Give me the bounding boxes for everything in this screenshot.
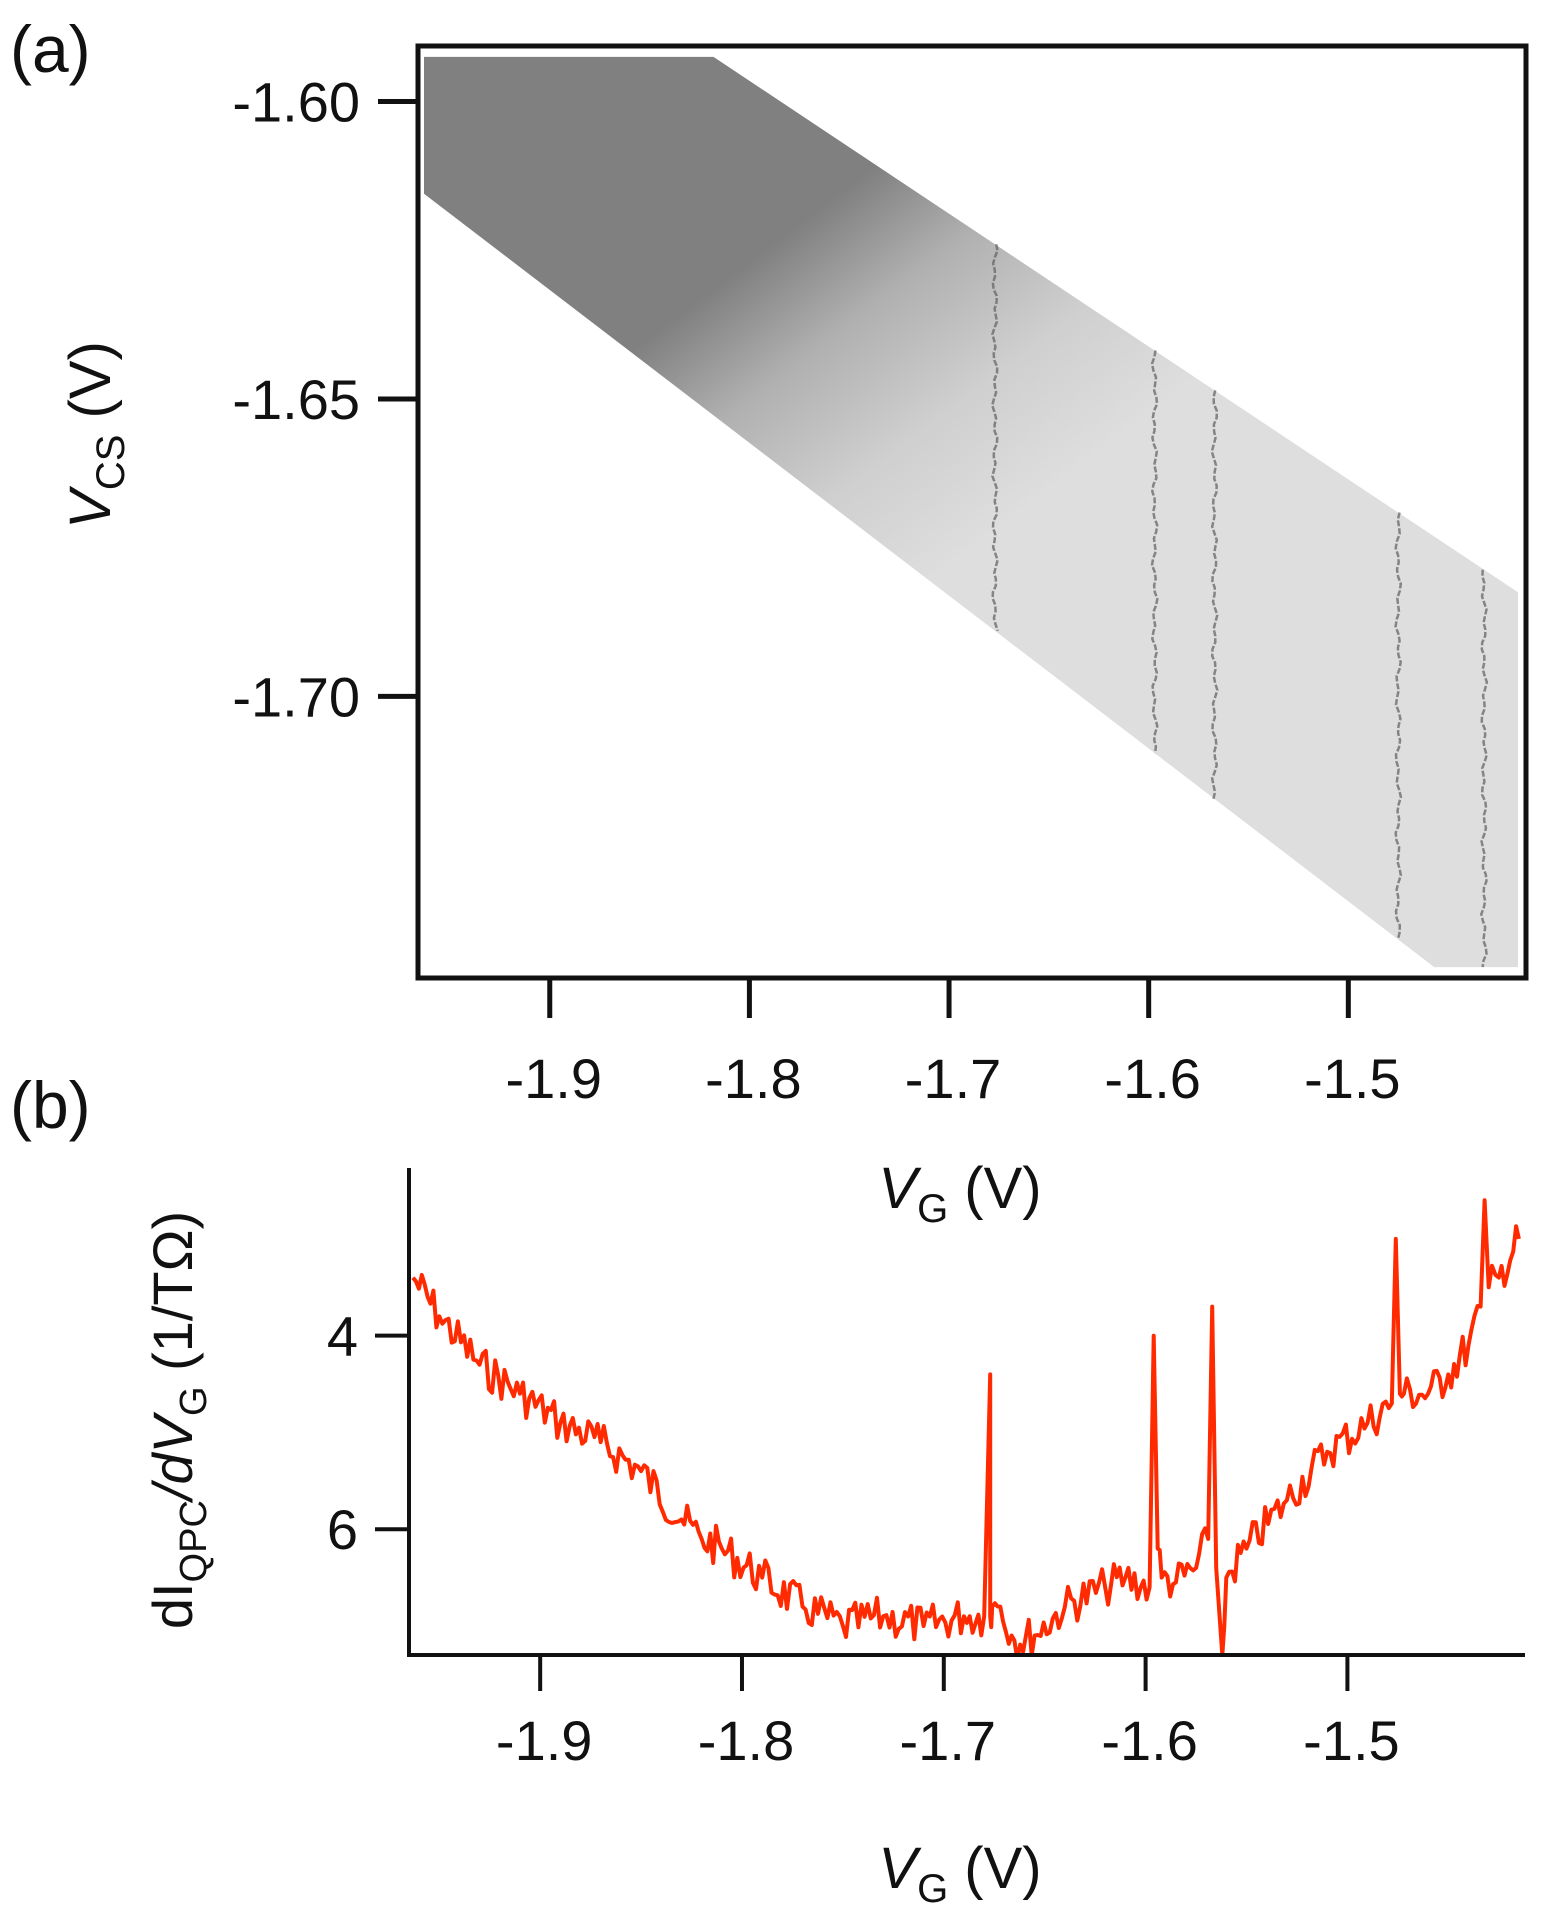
- panel-a-label: (a): [10, 12, 91, 86]
- x-tick-label-a: -1.6: [1104, 1047, 1201, 1110]
- charge-transition-lines: [990, 243, 1489, 968]
- transition-line-2: [1150, 350, 1159, 754]
- transition-line-4: [1394, 512, 1403, 940]
- x-axis-label-b: VG (V): [878, 1836, 1041, 1911]
- y-tick-label-a: -1.65: [232, 368, 360, 431]
- transition-line-3: [1210, 390, 1219, 800]
- y-tick-label-a: -1.60: [232, 71, 360, 134]
- x-tick-label-b: -1.9: [496, 1709, 593, 1772]
- conductance-trace: [411, 1198, 1521, 1656]
- x-tick-label-a: -1.8: [705, 1047, 802, 1110]
- panel-b-label: (b): [10, 1068, 91, 1142]
- transition-line-1: [990, 243, 999, 632]
- y-tick-label-b: 6: [327, 1498, 358, 1561]
- axes-a: -1.9 -1.8 -1.7 -1.6 -1.5 -1.60 -1.65 -1.70: [232, 71, 1400, 1110]
- transition-line-5: [1479, 569, 1489, 968]
- x-tick-label-a: -1.9: [506, 1047, 603, 1110]
- x-axis-label-a: VG (V): [878, 1156, 1041, 1231]
- y-axis-label-b: dIQPC/dVG (1/TΩ): [141, 1211, 215, 1629]
- y-axis-label-a: VCS (V): [58, 341, 133, 529]
- heatmap-band: [424, 56, 1518, 968]
- x-tick-label-a: -1.7: [905, 1047, 1002, 1110]
- x-tick-label-b: -1.8: [698, 1709, 795, 1772]
- panel-b-line-plot: -1.9 -1.8 -1.7 -1.6 -1.5 4 6 VG (V) dIQPC/dVG …: [141, 1168, 1525, 1911]
- panel-a-heatmap: -1.9 -1.8 -1.7 -1.6 -1.5 -1.60 -1.65 -1.70 VG (…: [58, 43, 1529, 1231]
- y-tick-label-b: 4: [327, 1305, 358, 1368]
- plot-frame-a: [415, 43, 1529, 981]
- x-tick-label-a: -1.5: [1304, 1047, 1401, 1110]
- x-tick-label-b: -1.7: [900, 1709, 997, 1772]
- y-tick-label-a: -1.70: [232, 665, 360, 728]
- x-tick-label-b: -1.5: [1303, 1709, 1400, 1772]
- x-tick-label-b: -1.6: [1101, 1709, 1198, 1772]
- axes-b: -1.9 -1.8 -1.7 -1.6 -1.5 4 6: [327, 1168, 1525, 1772]
